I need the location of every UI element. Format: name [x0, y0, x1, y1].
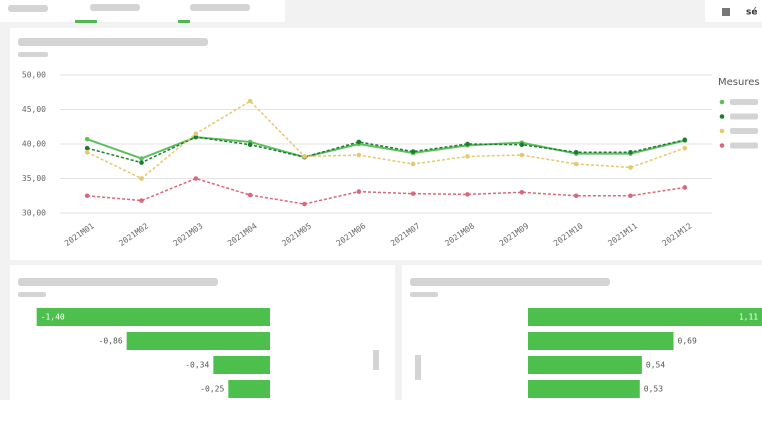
legend-marker: [719, 143, 725, 148]
tab[interactable]: [190, 4, 250, 11]
series-line: [87, 177, 685, 205]
y-tick-label: 35,00: [22, 174, 46, 183]
axis-label: [373, 350, 379, 370]
panel-title: [18, 278, 218, 286]
point: [356, 189, 362, 194]
legend-title: Mesures: [718, 77, 760, 88]
point: [465, 141, 470, 147]
value-label: 0,54: [646, 361, 665, 370]
value-label: -0,25: [200, 385, 224, 394]
point: [139, 198, 144, 203]
y-tick-label: 45,00: [22, 105, 46, 114]
tab[interactable]: [90, 4, 140, 11]
y-tick-label: 40,00: [22, 140, 46, 149]
point: [519, 190, 525, 195]
legend-label: [730, 142, 758, 149]
series-line: [86, 136, 686, 164]
point: [628, 193, 633, 199]
point: [519, 152, 525, 158]
point: [410, 149, 416, 154]
panel-subtitle: [18, 52, 48, 57]
point: [519, 142, 525, 147]
bar-chart: 1,11 0,69 0,54 0,53: [528, 308, 762, 398]
point: [247, 142, 253, 147]
point: [356, 152, 362, 158]
value-label: -0,34: [185, 361, 209, 370]
legend-marker: [719, 99, 725, 105]
point: [682, 185, 688, 190]
legend-marker: [719, 114, 725, 119]
tab-indicator: [75, 20, 97, 23]
point: [139, 176, 144, 181]
value-label: 0,69: [678, 337, 697, 346]
point: [302, 154, 307, 159]
point: [682, 137, 688, 143]
panel-subtitle: [410, 292, 438, 297]
panel-title: [18, 38, 208, 46]
value-label: 0,53: [644, 385, 663, 394]
axis-label: [415, 355, 421, 380]
point: [628, 165, 633, 170]
legend-label: [730, 128, 758, 134]
tab-indicator: [178, 20, 190, 23]
point: [682, 145, 688, 151]
point: [410, 191, 416, 196]
panel-subtitle: [18, 292, 46, 297]
point: [573, 161, 579, 167]
point: [193, 176, 199, 181]
toolbar-button[interactable]: sé: [746, 7, 757, 18]
point: [193, 134, 199, 140]
point: [139, 160, 144, 165]
panel-title: [410, 278, 610, 286]
bar: [36, 308, 270, 326]
point: [193, 131, 199, 136]
value-label: -0,86: [99, 337, 123, 346]
value-label: -1,40: [41, 313, 65, 322]
point: [247, 192, 253, 198]
point: [84, 149, 90, 155]
grid-icon[interactable]: [722, 8, 730, 16]
point: [84, 136, 90, 142]
point: [302, 201, 307, 207]
bar: [528, 332, 674, 350]
tab[interactable]: [8, 5, 48, 12]
bar: [228, 380, 270, 398]
toolbar: [705, 0, 762, 22]
legend-label: [730, 99, 758, 105]
point: [84, 145, 90, 151]
point: [356, 139, 362, 145]
y-tick-label: 50,00: [22, 71, 46, 80]
point: [84, 193, 90, 199]
legend-label: [730, 113, 758, 120]
bar-chart: -1,40 -0,86 -0,34 -0,25: [36, 308, 271, 398]
point: [628, 149, 633, 155]
legend-marker: [719, 128, 725, 134]
bar: [213, 356, 270, 374]
bar: [528, 356, 642, 374]
point: [573, 149, 579, 155]
y-tick-label: 30,00: [22, 209, 46, 218]
point: [465, 154, 470, 159]
value-label: 1,11: [739, 313, 758, 322]
bar: [126, 332, 271, 350]
point: [139, 156, 144, 161]
bar: [528, 380, 640, 398]
point: [410, 161, 416, 167]
bar: [528, 308, 762, 326]
point: [573, 193, 579, 199]
point: [465, 192, 470, 197]
point: [247, 98, 253, 104]
